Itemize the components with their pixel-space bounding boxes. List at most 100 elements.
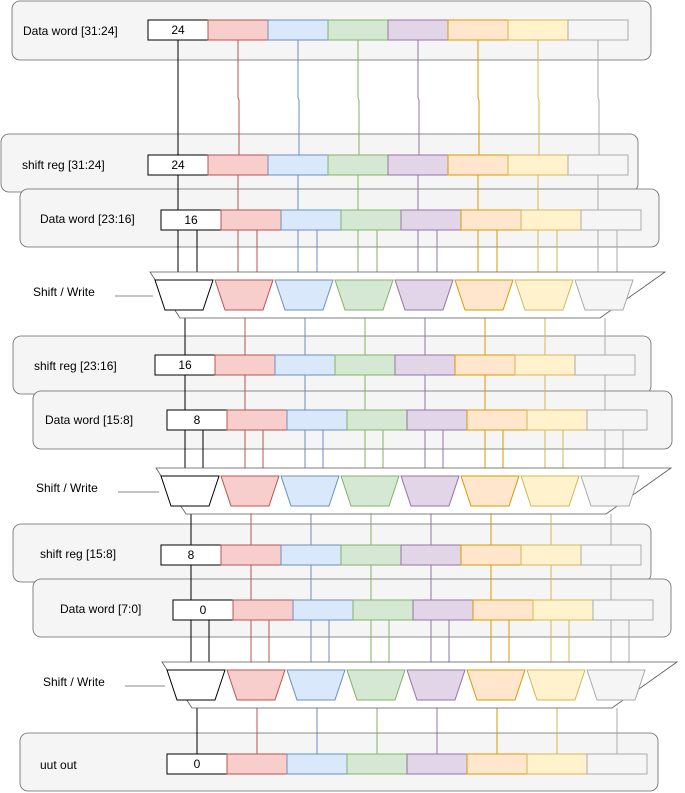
register-cell <box>400 209 462 231</box>
mux <box>574 279 634 311</box>
register-cell <box>207 154 269 176</box>
register-cell <box>526 409 588 431</box>
mux <box>526 669 586 701</box>
mux <box>580 475 640 507</box>
row-label: Data word [7:0] <box>60 602 141 616</box>
register-cell <box>220 544 282 566</box>
mux-label: Shift / Write <box>36 481 98 495</box>
mux <box>394 279 454 311</box>
register-cell <box>466 409 528 431</box>
register-cell <box>286 409 348 431</box>
mux <box>280 475 340 507</box>
mux <box>346 669 406 701</box>
register-cell <box>472 599 534 621</box>
register-cell <box>340 209 402 231</box>
mux <box>514 279 574 311</box>
mux <box>454 279 514 311</box>
register-cell <box>292 599 354 621</box>
mux <box>226 669 286 701</box>
row-value: 0 <box>200 603 207 617</box>
wire <box>237 97 240 101</box>
row-value: 0 <box>194 757 201 771</box>
register-cell <box>532 599 594 621</box>
register-cell <box>280 544 342 566</box>
mux <box>286 669 346 701</box>
register-cell <box>447 19 509 41</box>
register-cell <box>226 753 288 775</box>
register-cell <box>334 354 396 376</box>
register-cell <box>592 599 654 621</box>
register-cell <box>460 209 522 231</box>
register-cell <box>232 599 294 621</box>
row-label: shift reg [31:24] <box>22 158 105 172</box>
mux <box>340 475 400 507</box>
register-cell <box>412 599 474 621</box>
wire <box>477 97 480 101</box>
mux-label: Shift / Write <box>33 285 95 299</box>
register-cell <box>327 19 389 41</box>
wire <box>417 97 420 101</box>
row-value: 8 <box>188 548 195 562</box>
register-cell <box>214 354 276 376</box>
row-label: shift reg [15:8] <box>40 547 116 561</box>
register-cell <box>226 409 288 431</box>
register-cell <box>586 409 648 431</box>
row-label: Data word [15:8] <box>45 413 133 427</box>
mux <box>466 669 526 701</box>
mux <box>586 669 646 701</box>
row-label: Data word [23:16] <box>40 212 135 226</box>
register-cell <box>274 354 336 376</box>
mux <box>460 475 520 507</box>
register-cell <box>580 209 642 231</box>
register-cell <box>352 599 414 621</box>
register-cell <box>327 154 389 176</box>
register-cell <box>267 19 329 41</box>
register-cell <box>567 19 629 41</box>
wire <box>597 97 600 101</box>
mux <box>274 279 334 311</box>
register-cell <box>400 544 462 566</box>
mux <box>406 669 466 701</box>
register-cell <box>520 544 582 566</box>
register-cell <box>520 209 582 231</box>
register-cell <box>514 354 576 376</box>
wire <box>297 97 300 101</box>
row-label: uut out <box>40 758 77 772</box>
register-cell <box>460 544 522 566</box>
mux-label: Shift / Write <box>43 675 105 689</box>
register-cell <box>267 154 329 176</box>
row-value: 16 <box>184 213 198 227</box>
register-cell <box>406 409 468 431</box>
mux <box>520 475 580 507</box>
register-cell <box>286 753 348 775</box>
register-cell <box>447 154 509 176</box>
mux <box>400 475 460 507</box>
register-cell <box>346 409 408 431</box>
register-cell <box>586 753 648 775</box>
mux <box>220 475 280 507</box>
register-cell <box>394 354 456 376</box>
register-cell <box>406 753 468 775</box>
mux <box>214 279 274 311</box>
mux <box>160 475 220 507</box>
register-cell <box>340 544 402 566</box>
register-cell <box>507 154 569 176</box>
mux <box>154 279 214 311</box>
wire <box>357 97 360 101</box>
register-cell <box>466 753 528 775</box>
register-cell <box>280 209 342 231</box>
register-cell <box>387 154 449 176</box>
row-value: 24 <box>171 158 185 172</box>
register-cell <box>387 19 449 41</box>
register-cell <box>580 544 642 566</box>
register-cell <box>220 209 282 231</box>
row-label: Data word [31:24] <box>23 24 118 38</box>
register-cell <box>346 753 408 775</box>
wire <box>537 97 540 101</box>
row-value: 24 <box>171 23 185 37</box>
register-cell <box>207 19 269 41</box>
row-value: 16 <box>178 358 192 372</box>
register-cell <box>526 753 588 775</box>
register-cell <box>574 354 636 376</box>
